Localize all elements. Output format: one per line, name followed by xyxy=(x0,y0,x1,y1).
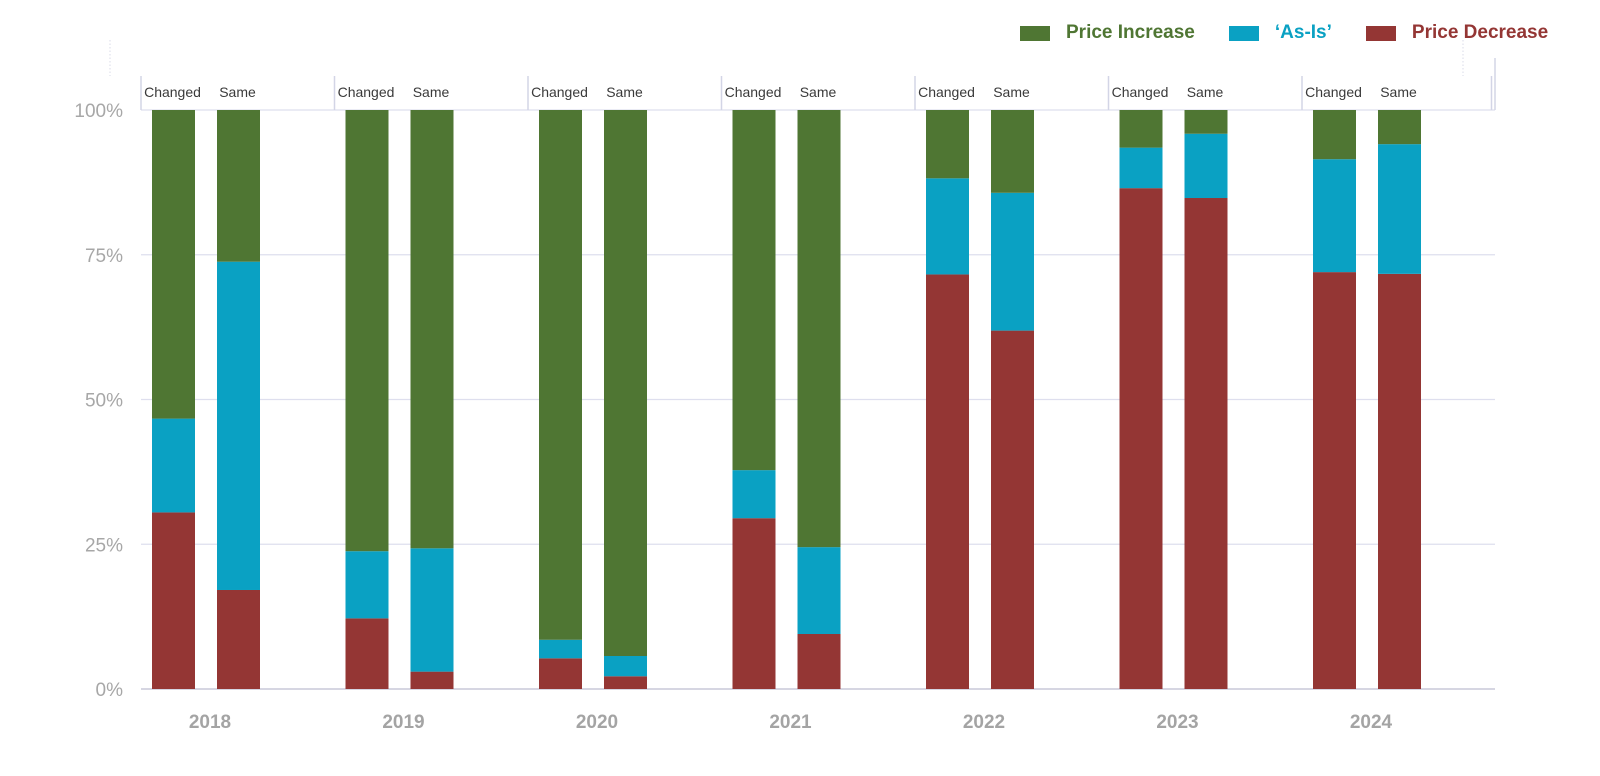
bar-price-decrease-2019-changed[interactable] xyxy=(345,618,389,689)
y-axis-tick-labels: 0% 25% 50% 75% 100% xyxy=(74,101,123,701)
legend-label-price-decrease: Price Decrease xyxy=(1411,22,1549,43)
bar-price-increase-2023-changed[interactable] xyxy=(1119,110,1163,148)
bar-price-increase-2022-changed[interactable] xyxy=(926,110,969,179)
bar-as-is-2024-same[interactable] xyxy=(1378,144,1421,274)
y-tick-label-75: 75% xyxy=(85,246,123,267)
legend-swatch-price-increase xyxy=(1020,25,1050,41)
bar-price-decrease-2023-changed[interactable] xyxy=(1119,188,1163,690)
bar-as-is-2024-changed[interactable] xyxy=(1313,159,1356,273)
bar-price-increase-2019-changed[interactable] xyxy=(345,110,389,552)
bar-price-decrease-2023-same[interactable] xyxy=(1184,198,1228,689)
bar-price-decrease-2021-same[interactable] xyxy=(797,633,841,689)
subcategory-label-same-2018: Same xyxy=(219,84,256,100)
x-tick-label-2020: 2020 xyxy=(576,712,618,733)
bar-as-is-2019-changed[interactable] xyxy=(345,551,389,619)
legend: Price Increase ‘As-Is’ Price Decrease xyxy=(1020,22,1548,44)
bars xyxy=(152,110,1421,690)
bar-as-is-2018-changed[interactable] xyxy=(152,418,195,513)
bar-price-increase-2022-same[interactable] xyxy=(991,110,1034,193)
bar-as-is-2022-same[interactable] xyxy=(991,192,1034,331)
bar-as-is-2020-changed[interactable] xyxy=(539,639,582,659)
subcategory-label-same-2022: Same xyxy=(993,84,1030,100)
bar-price-decrease-2022-changed[interactable] xyxy=(926,274,969,689)
bar-price-decrease-2018-changed[interactable] xyxy=(152,512,195,689)
subcategory-label-same-2024: Same xyxy=(1380,84,1417,100)
bar-price-decrease-2018-same[interactable] xyxy=(217,589,260,689)
y-tick-label-50: 50% xyxy=(85,391,123,412)
legend-item-as-is[interactable]: ‘As-Is’ xyxy=(1228,22,1332,44)
subcategory-label-same-2021: Same xyxy=(800,84,837,100)
y-tick-label-0: 0% xyxy=(96,680,124,701)
bar-price-increase-2024-same[interactable] xyxy=(1378,110,1421,145)
bar-as-is-2018-same[interactable] xyxy=(217,261,260,590)
bar-as-is-2023-changed[interactable] xyxy=(1119,147,1163,189)
bar-price-decrease-2020-changed[interactable] xyxy=(539,658,582,689)
subcategory-label-same-2019: Same xyxy=(413,84,450,100)
subcategory-label-changed-2024: Changed xyxy=(1305,84,1362,100)
subcategory-label-same-2023: Same xyxy=(1187,84,1224,100)
x-tick-label-2024: 2024 xyxy=(1350,712,1393,733)
bar-price-increase-2023-same[interactable] xyxy=(1184,110,1228,134)
legend-label-price-increase: Price Increase xyxy=(1066,22,1195,43)
bar-price-decrease-2020-same[interactable] xyxy=(604,676,647,689)
bar-as-is-2019-same[interactable] xyxy=(410,548,454,672)
bar-as-is-2022-changed[interactable] xyxy=(926,178,969,275)
x-axis-tick-labels: 2018 2019 2020 2021 2022 2023 2024 xyxy=(189,712,1393,733)
legend-swatch-price-decrease xyxy=(1365,25,1396,41)
subcategory-label-same-2020: Same xyxy=(606,84,643,100)
bar-price-increase-2024-changed[interactable] xyxy=(1313,110,1356,160)
bar-price-increase-2021-changed[interactable] xyxy=(732,110,776,471)
x-tick-label-2019: 2019 xyxy=(382,712,424,733)
subcategory-label-changed-2020: Changed xyxy=(531,84,588,100)
bar-as-is-2023-same[interactable] xyxy=(1184,133,1228,199)
legend-label-as-is: ‘As-Is’ xyxy=(1274,22,1332,43)
bar-price-decrease-2021-changed[interactable] xyxy=(732,518,776,689)
subcategory-label-changed-2019: Changed xyxy=(338,84,395,100)
bar-price-increase-2018-changed[interactable] xyxy=(152,110,195,419)
bar-as-is-2021-changed[interactable] xyxy=(732,470,776,519)
bar-price-increase-2019-same[interactable] xyxy=(410,110,454,549)
subcategory-label-changed-2023: Changed xyxy=(1112,84,1169,100)
legend-item-price-decrease[interactable]: Price Decrease xyxy=(1365,22,1549,44)
bar-price-decrease-2024-same[interactable] xyxy=(1378,273,1421,689)
x-tick-label-2022: 2022 xyxy=(963,712,1005,733)
bar-price-decrease-2024-changed[interactable] xyxy=(1313,272,1356,689)
bar-price-increase-2018-same[interactable] xyxy=(217,110,260,262)
bar-as-is-2020-same[interactable] xyxy=(604,655,647,677)
bar-as-is-2021-same[interactable] xyxy=(797,547,841,634)
x-tick-label-2021: 2021 xyxy=(769,712,812,733)
subcategory-label-changed-2021: Changed xyxy=(725,84,782,100)
legend-swatch-as-is xyxy=(1228,25,1259,41)
bar-price-increase-2021-same[interactable] xyxy=(797,110,841,548)
x-tick-label-2018: 2018 xyxy=(189,712,231,733)
bar-price-increase-2020-changed[interactable] xyxy=(539,110,582,640)
subcategory-header: Changed Same Changed Same Changed Same Changed… xyxy=(109,40,1496,110)
y-tick-label-100: 100% xyxy=(74,101,123,122)
bar-price-decrease-2019-same[interactable] xyxy=(410,671,454,689)
bar-price-increase-2020-same[interactable] xyxy=(604,110,647,656)
legend-item-price-increase[interactable]: Price Increase xyxy=(1020,22,1195,44)
x-tick-label-2023: 2023 xyxy=(1156,712,1198,733)
subcategory-label-changed-2022: Changed xyxy=(918,84,975,100)
subcategory-label-changed-2018: Changed xyxy=(144,84,201,100)
y-tick-label-25: 25% xyxy=(85,535,123,556)
bar-price-decrease-2022-same[interactable] xyxy=(991,330,1034,689)
